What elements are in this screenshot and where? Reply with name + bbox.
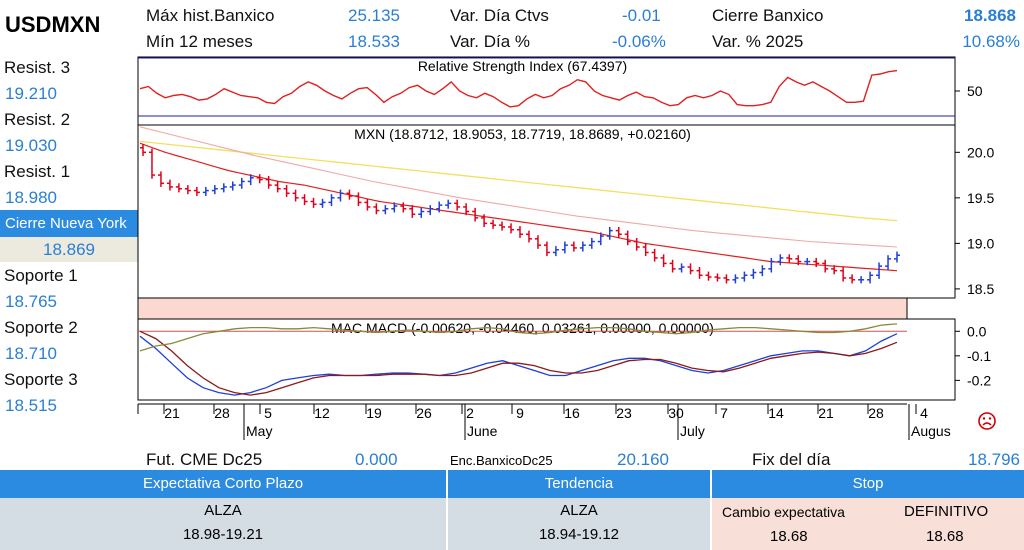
var-2025-value: 10.68% [962, 32, 1020, 51]
rsi-ytick-label: 50 [967, 83, 983, 99]
expectativa-range: 18.98-19.21 [182, 526, 264, 543]
stop-cell: Cambio expectativa 18.68 DEFINITIVO 18.6… [712, 498, 1024, 550]
month-label: June [467, 423, 498, 439]
month-label: July [680, 423, 705, 439]
x-tick-label: 26 [416, 405, 432, 421]
tendencia-cell: ALZA 18.94-19.12 [448, 498, 710, 550]
x-tick-label: 21 [164, 405, 180, 421]
macd-series-line [139, 330, 898, 396]
ny-close-box: Cierre Nueva York 18.869 [0, 210, 138, 262]
x-tick-label: 9 [516, 405, 524, 421]
macd-ytick-label: -0.2 [967, 372, 991, 388]
x-tick-label: 28 [214, 405, 230, 421]
max-hist-label: Máx hist.Banxico [146, 6, 275, 25]
x-tick-label: 23 [616, 405, 632, 421]
var-dia-pct-value: -0.06% [612, 32, 666, 51]
sop2-label: Soporte 2 [4, 318, 78, 337]
sad-face-icon [978, 412, 996, 430]
expectativa-cell: ALZA 18.98-19.21 [0, 498, 446, 550]
var-dia-ctvs-value: -0.01 [622, 6, 661, 25]
definitivo-label: DEFINITIVO [904, 503, 989, 520]
fut-label: Fut. CME Dc25 [146, 450, 263, 469]
var-dia-ctvs-label: Var. Día Ctvs [450, 6, 549, 25]
x-tick-label: 7 [720, 405, 728, 421]
x-tick-label: 5 [264, 405, 272, 421]
price-ytick-label: 19.0 [967, 235, 994, 251]
sop2-value: 18.710 [5, 344, 57, 363]
price-title: MXN (18.8712, 18.9053, 18.7719, 18.8689,… [354, 126, 691, 142]
stop-title: Stop [712, 470, 1024, 498]
tendencia-title: Tendencia [448, 470, 710, 498]
price-ytick-label: 18.5 [967, 281, 994, 297]
x-tick-label: 19 [366, 405, 382, 421]
ma-mid-line [139, 126, 898, 248]
max-hist-value: 25.135 [348, 6, 400, 25]
ma-slow-line [139, 140, 898, 222]
price-ytick-label: 20.0 [967, 144, 994, 160]
sop1-label: Soporte 1 [4, 266, 78, 285]
rsi-title: Relative Strength Index (67.4397) [418, 58, 627, 74]
x-tick-label: 12 [314, 405, 330, 421]
definitivo-value: 18.68 [926, 528, 964, 545]
cierre-banxico-label: Cierre Banxico [712, 6, 824, 25]
var-dia-pct-label: Var. Día % [450, 32, 530, 51]
macd-ytick-label: 0.0 [967, 323, 987, 339]
rsi-line [139, 69, 898, 108]
fix-label: Fix del día [752, 450, 831, 469]
resist1-value: 18.980 [5, 188, 57, 207]
x-tick-label: 4 [920, 405, 928, 421]
macd-series-line [139, 333, 898, 396]
sop3-label: Soporte 3 [4, 370, 78, 389]
fut-value: 0.000 [355, 450, 398, 469]
macd-ytick-label: -0.1 [967, 348, 991, 364]
macd-panel: 0.0 -0.1 -0.2 MAC MACD (-0.00620, -0.04460,… [137, 318, 991, 401]
rsi-frame [137, 56, 956, 126]
tendencia-direction: ALZA [560, 502, 598, 519]
ticker-symbol: USDMXN [5, 12, 101, 37]
price-panel: 18.5 19.0 19.5 20.0 MXN (18.8712, 18.9053, 1… [137, 124, 994, 320]
rsi-panel: 50 Relative Strength Index (67.4397) [137, 56, 983, 126]
resist2-label: Resist. 2 [4, 110, 71, 129]
fix-value: 18.796 [968, 450, 1020, 469]
min12-label: Mín 12 meses [146, 32, 253, 51]
cambio-label: Cambio expectativa [722, 504, 845, 520]
enc-value: 20.160 [617, 450, 669, 469]
sop1-value: 18.765 [5, 292, 57, 311]
x-tick-label: 28 [868, 405, 884, 421]
var-2025-label: Var. % 2025 [712, 32, 804, 51]
ny-close-label: Cierre Nueva York [0, 210, 138, 237]
chart-area: 50 Relative Strength Index (67.4397) 18.5… [137, 56, 996, 440]
expectativa-direction: ALZA [204, 502, 242, 519]
enc-label: Enc.BanxicoDc25 [450, 453, 553, 468]
cambio-value: 18.68 [770, 528, 808, 545]
cierre-banxico-value: 18.868 [964, 6, 1016, 25]
x-tick-label: 30 [668, 405, 684, 421]
ny-close-value: 18.869 [0, 237, 138, 262]
date-axis: 21 28 5 12 19 26 2 9 16 23 30 7 14 21 28 4 May June July Au… [137, 403, 951, 440]
min12-value: 18.533 [348, 32, 400, 51]
month-label: Augus [911, 423, 951, 439]
x-tick-label: 21 [818, 405, 834, 421]
scroll-strip [137, 297, 908, 320]
x-tick-label: 16 [564, 405, 580, 421]
expectativa-title: Expectativa Corto Plazo [0, 470, 446, 498]
x-tick-label: 2 [466, 405, 474, 421]
month-label: May [246, 423, 272, 439]
x-tick-label: 14 [768, 405, 784, 421]
resist3-value: 19.210 [5, 84, 57, 103]
price-ytick-label: 19.5 [967, 190, 994, 206]
tendencia-range: 18.94-19.12 [538, 526, 620, 543]
resist2-value: 19.030 [5, 136, 57, 155]
sop3-value: 18.515 [5, 396, 57, 415]
macd-title: MAC MACD (-0.00620, -0.04460, 0.03261, 0… [331, 320, 714, 336]
resist1-label: Resist. 1 [4, 162, 71, 181]
resist3-label: Resist. 3 [4, 58, 71, 77]
macd-series-line [139, 323, 898, 352]
